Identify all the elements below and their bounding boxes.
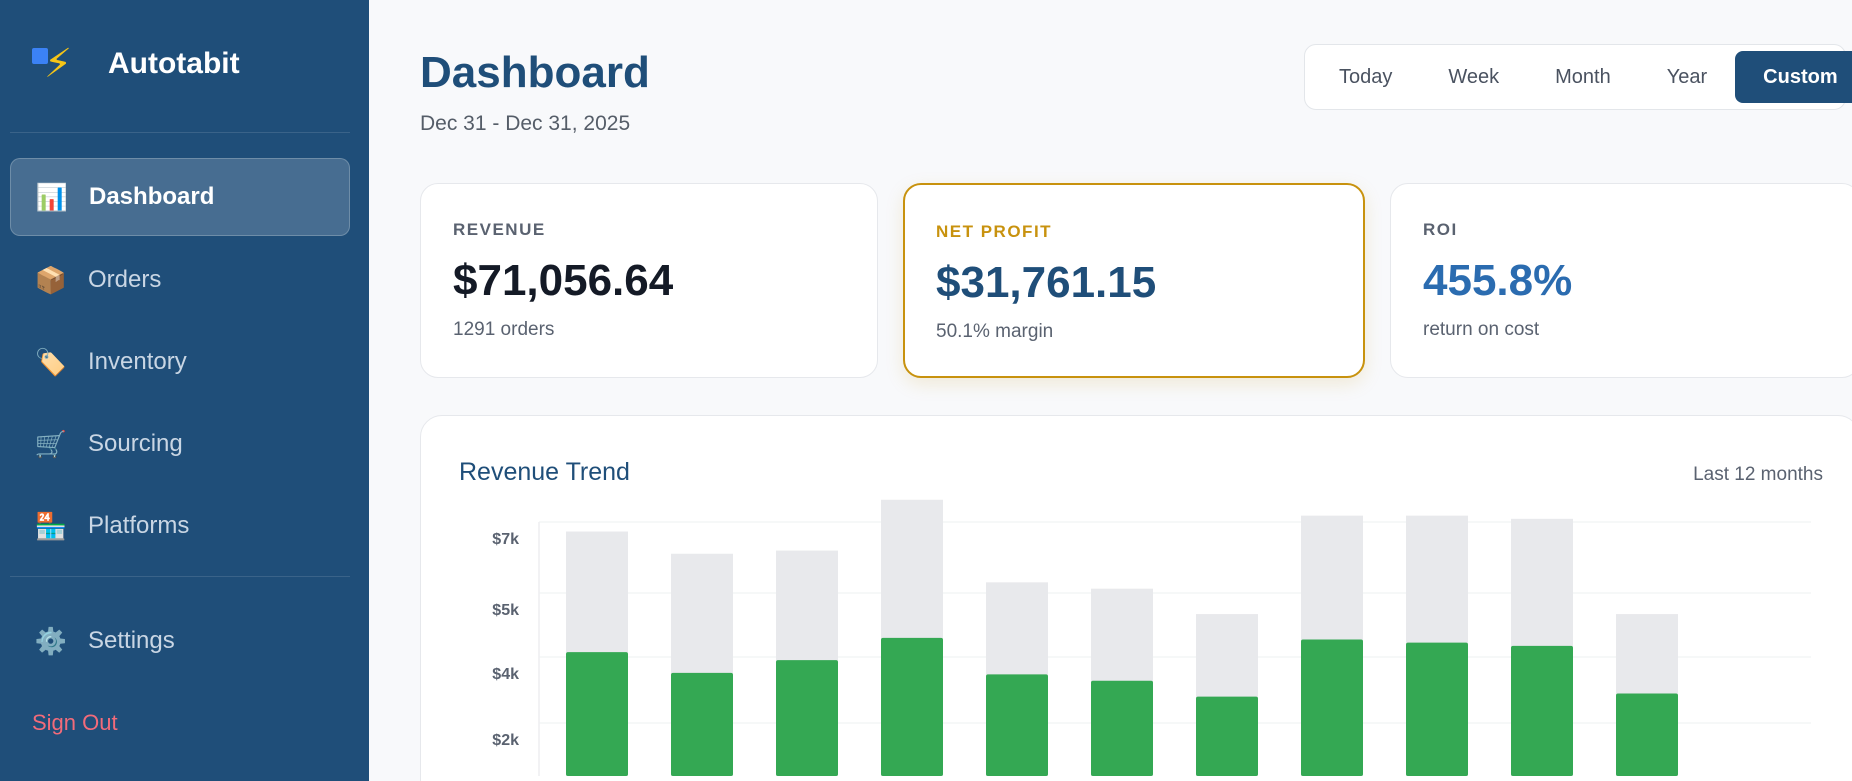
profit-bar: [1196, 696, 1258, 776]
range-week-button[interactable]: Week: [1448, 65, 1500, 88]
brand[interactable]: ⚡ Autotabit: [30, 40, 240, 88]
cart-icon: 🛒: [34, 429, 68, 459]
date-range-selector: Today Week Month Year Custom: [1304, 44, 1852, 110]
card-label: ROI: [1423, 220, 1458, 239]
sidebar: ⚡ Autotabit 📊 Dashboard 📦 Orders 🏷️ Inve…: [0, 0, 369, 781]
sidebar-item-label: Sourcing: [88, 430, 183, 457]
divider: [10, 132, 350, 133]
brand-name: Autotabit: [108, 47, 240, 80]
range-custom-button[interactable]: Custom: [1735, 51, 1852, 103]
roi-card: ROI 455.8% return on cost: [1390, 183, 1852, 378]
y-tick-label: $5k: [492, 602, 519, 619]
profit-bar: [881, 637, 943, 776]
profit-bar: [1301, 639, 1363, 776]
sidebar-item-inventory[interactable]: 🏷️ Inventory: [10, 323, 350, 401]
range-month-button[interactable]: Month: [1555, 65, 1611, 88]
margin-text: 50.1% margin: [936, 321, 1054, 342]
sign-out-link[interactable]: Sign Out: [32, 710, 118, 735]
profit-bar: [1511, 645, 1573, 776]
roi-caption: return on cost: [1423, 319, 1540, 340]
page-title: Dashboard: [420, 48, 650, 97]
sidebar-item-orders[interactable]: 📦 Orders: [10, 241, 350, 319]
chart-title: Revenue Trend: [459, 458, 630, 486]
profit-bar: [1406, 642, 1468, 776]
profit-bar: [776, 660, 838, 776]
date-range-subtitle: Dec 31 - Dec 31, 2025: [420, 112, 631, 135]
bar-chart-icon: 📊: [35, 182, 69, 212]
package-icon: 📦: [34, 265, 68, 295]
profit-bar: [1091, 680, 1153, 776]
range-today-button[interactable]: Today: [1339, 65, 1393, 88]
divider: [10, 576, 350, 577]
y-tick-label: $2k: [492, 732, 519, 749]
card-label: NET PROFIT: [936, 222, 1053, 241]
store-icon: 🏪: [34, 511, 68, 541]
net-profit-card: NET PROFIT $31,761.15 50.1% margin: [903, 183, 1365, 378]
sidebar-item-settings[interactable]: ⚙️ Settings: [10, 602, 350, 680]
y-tick-label: $4k: [492, 666, 519, 683]
orders-count: 1291 orders: [453, 319, 555, 340]
net-profit-value: $31,761.15: [936, 258, 1157, 307]
tag-icon: 🏷️: [34, 347, 68, 377]
profit-bar: [1616, 693, 1678, 776]
sidebar-item-label: Inventory: [88, 348, 187, 375]
autotabit-logo-icon: ⚡: [30, 40, 78, 88]
sidebar-item-sourcing[interactable]: 🛒 Sourcing: [10, 405, 350, 483]
profit-bar: [986, 674, 1048, 776]
sidebar-item-label: Settings: [88, 627, 175, 654]
revenue-trend-chart: $7k $5k $4k $2k: [492, 499, 1811, 776]
sidebar-item-label: Dashboard: [89, 183, 215, 210]
gear-icon: ⚙️: [34, 626, 68, 656]
sidebar-item-dashboard[interactable]: 📊 Dashboard: [10, 158, 350, 236]
y-tick-label: $7k: [492, 531, 519, 548]
revenue-value: $71,056.64: [453, 256, 674, 305]
profit-bar: [566, 652, 628, 776]
sidebar-item-label: Platforms: [88, 512, 190, 539]
roi-value: 455.8%: [1423, 256, 1573, 305]
revenue-trend-card: Revenue Trend Last 12 months $7k $5k $4k $2…: [420, 415, 1852, 781]
sidebar-item-platforms[interactable]: 🏪 Platforms: [10, 487, 350, 565]
profit-bar: [671, 672, 733, 776]
range-year-button[interactable]: Year: [1666, 65, 1708, 88]
chart-range-label: Last 12 months: [1693, 464, 1823, 485]
card-label: REVENUE: [453, 220, 546, 239]
sidebar-item-label: Orders: [88, 266, 162, 293]
revenue-card: REVENUE $71,056.64 1291 orders: [420, 183, 878, 378]
